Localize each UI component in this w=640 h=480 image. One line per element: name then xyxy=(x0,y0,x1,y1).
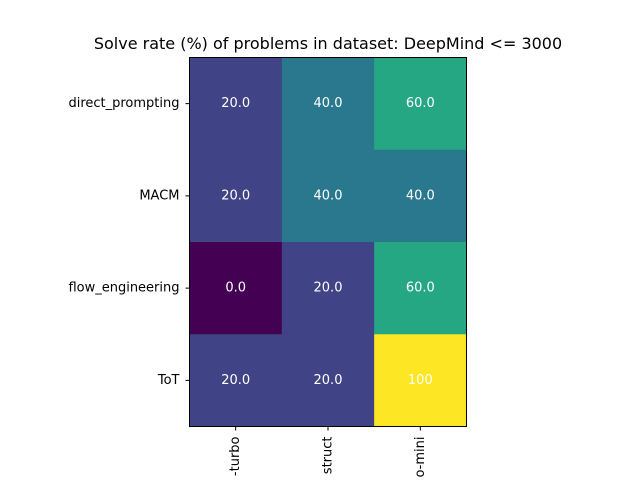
heatmap-cell xyxy=(281,242,375,335)
y-tick-label: direct_prompting xyxy=(68,96,179,111)
heatmap-cell xyxy=(189,57,283,151)
heatmap-cell xyxy=(374,149,467,243)
heatmap-cell-label: 20.0 xyxy=(314,373,343,388)
heatmap-cell-label: 60.0 xyxy=(406,96,435,111)
heatmap-cell-label: 100 xyxy=(408,373,433,388)
y-axis: direct_prompting MACM flow_engineering ToT xyxy=(68,96,190,388)
heatmap-cell xyxy=(374,334,467,427)
y-tick-label: MACM xyxy=(139,188,179,203)
heatmap-cell-label: 40.0 xyxy=(314,188,343,203)
x-tick-label: struct xyxy=(320,437,335,475)
heatmap-cell-label: 20.0 xyxy=(221,373,250,388)
y-tick-label: flow_engineering xyxy=(68,281,179,296)
heatmap-cell-label: 40.0 xyxy=(406,188,435,203)
heatmap-cell xyxy=(281,149,375,243)
y-tick-label: ToT xyxy=(157,373,180,388)
heatmap-cell-label: 0.0 xyxy=(225,281,246,296)
x-tick-label: -turbo xyxy=(228,436,243,476)
heatmap-cell xyxy=(281,334,375,427)
x-tick-label: o-mini xyxy=(413,437,428,478)
heatmap-cell xyxy=(189,149,283,243)
chart-title: Solve rate (%) of problems in dataset: D… xyxy=(94,34,562,53)
heatmap-cell-label: 20.0 xyxy=(221,96,250,111)
heatmap-cell-label: 40.0 xyxy=(314,96,343,111)
heatmap-cell xyxy=(374,57,467,151)
heatmap-cells xyxy=(189,57,467,427)
heatmap-cell-label: 60.0 xyxy=(406,281,435,296)
heatmap-cell-label: 20.0 xyxy=(221,188,250,203)
heatmap-cell xyxy=(189,242,283,335)
heatmap-cell xyxy=(374,242,467,335)
x-axis: -turbo struct o-mini xyxy=(228,426,428,478)
heatmap-cell-labels: 20.0 40.0 60.0 20.0 40.0 40.0 0.0 20.0 60.0 20.0 2… xyxy=(221,96,435,388)
heatmap-cell xyxy=(189,334,283,427)
heatmap-cell xyxy=(281,57,375,151)
heatmap-cell-label: 20.0 xyxy=(314,281,343,296)
